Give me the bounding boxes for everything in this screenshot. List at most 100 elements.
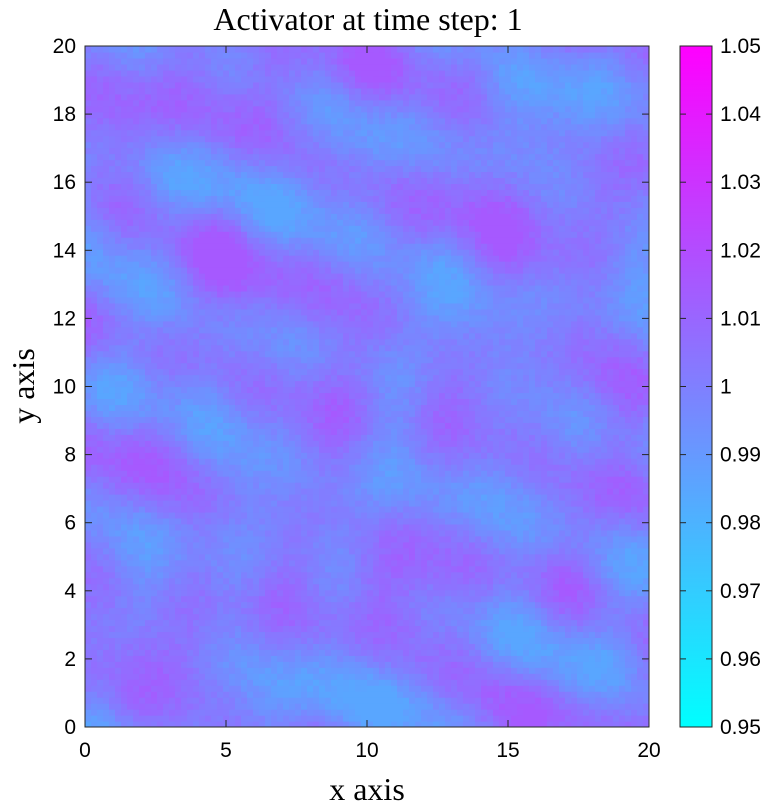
heatmap-cell [517, 619, 524, 627]
heatmap-cell [319, 541, 326, 549]
heatmap-cell [91, 559, 98, 567]
heatmap-cell [313, 619, 320, 627]
heatmap-cell [205, 422, 212, 429]
heatmap-cell [583, 440, 590, 447]
heatmap-cell [601, 452, 608, 459]
heatmap-cell [355, 535, 362, 543]
heatmap-cell [361, 691, 368, 698]
heatmap-cell [571, 547, 578, 555]
heatmap-cell [139, 691, 146, 698]
heatmap-cell [253, 446, 260, 453]
heatmap-cell [577, 697, 584, 704]
heatmap-cell [145, 577, 152, 585]
heatmap-cell [133, 619, 140, 627]
heatmap-cell [643, 505, 649, 513]
heatmap-cell [541, 601, 548, 609]
heatmap-cell [385, 721, 392, 727]
heatmap-cell [199, 434, 206, 441]
heatmap-cell [631, 505, 638, 513]
heatmap-cell [121, 577, 128, 585]
heatmap-cell [541, 559, 548, 567]
heatmap-cell [259, 446, 266, 453]
heatmap-cell [637, 685, 644, 692]
heatmap-cell [601, 583, 608, 591]
heatmap-cell [523, 434, 530, 441]
heatmap-cell [367, 697, 374, 704]
heatmap-cell [91, 565, 98, 573]
heatmap-cell [85, 511, 92, 519]
heatmap-cell [361, 494, 368, 501]
heatmap-cell [601, 559, 608, 567]
heatmap-cell [427, 517, 434, 525]
heatmap-cell [511, 619, 518, 627]
heatmap-cell [535, 685, 542, 692]
heatmap-cell [307, 649, 314, 656]
heatmap-cell [349, 655, 356, 662]
heatmap-cell [637, 422, 644, 429]
heatmap-cell [97, 577, 104, 585]
heatmap-cell [379, 625, 386, 633]
heatmap-cell [301, 607, 308, 615]
heatmap-cell [103, 649, 110, 656]
heatmap-cell [241, 631, 248, 638]
heatmap-cell [115, 410, 122, 417]
heatmap-cell [97, 547, 104, 555]
heatmap-cell [553, 661, 560, 668]
heatmap-cell [595, 673, 602, 680]
heatmap-cell [115, 661, 122, 668]
heatmap-cell [415, 601, 422, 609]
heatmap-cell [97, 505, 104, 513]
heatmap-cell [97, 559, 104, 567]
heatmap-cell [421, 500, 428, 507]
heatmap-cell [133, 673, 140, 680]
heatmap-cell [115, 631, 122, 638]
heatmap-cell [373, 440, 380, 447]
heatmap-cell [619, 631, 626, 638]
heatmap-cell [325, 709, 332, 716]
heatmap-cell [421, 517, 428, 525]
heatmap-cell [559, 452, 566, 459]
heatmap-cell [643, 416, 649, 423]
heatmap-cell [601, 535, 608, 543]
heatmap-cell [529, 613, 536, 621]
heatmap-cell [433, 505, 440, 513]
heatmap-cell [631, 452, 638, 459]
heatmap-cell [217, 470, 224, 477]
heatmap-cell [469, 595, 476, 603]
heatmap-cell [481, 452, 488, 459]
heatmap-cell [229, 703, 236, 710]
heatmap-cell [175, 422, 182, 429]
heatmap-cell [385, 553, 392, 561]
heatmap-cell [205, 529, 212, 537]
heatmap-cell [613, 673, 620, 680]
heatmap-cell [373, 446, 380, 453]
heatmap-cell [367, 500, 374, 507]
heatmap-cell [439, 470, 446, 477]
heatmap-cell [247, 470, 254, 477]
heatmap-cell [409, 565, 416, 573]
heatmap-cell [295, 458, 302, 465]
heatmap-cell [499, 661, 506, 668]
heatmap-cell [277, 619, 284, 627]
heatmap-cell [217, 613, 224, 621]
heatmap-cell [283, 667, 290, 674]
heatmap-cell [595, 595, 602, 603]
heatmap-cell [445, 500, 452, 507]
heatmap-cell [325, 601, 332, 609]
heatmap-cell [481, 685, 488, 692]
heatmap-cell [397, 667, 404, 674]
heatmap-cell [433, 691, 440, 698]
heatmap-cell [313, 589, 320, 597]
heatmap-cell [151, 679, 158, 686]
heatmap-cell [463, 577, 470, 585]
heatmap-cell [259, 655, 266, 662]
heatmap-cell [115, 535, 122, 543]
heatmap-cell [211, 625, 218, 633]
heatmap-cell [457, 703, 464, 710]
heatmap-cell [499, 691, 506, 698]
heatmap-cell [475, 679, 482, 686]
heatmap-cell [403, 679, 410, 686]
heatmap-cell [283, 434, 290, 441]
heatmap-cell [397, 488, 404, 495]
heatmap-cell [265, 691, 272, 698]
